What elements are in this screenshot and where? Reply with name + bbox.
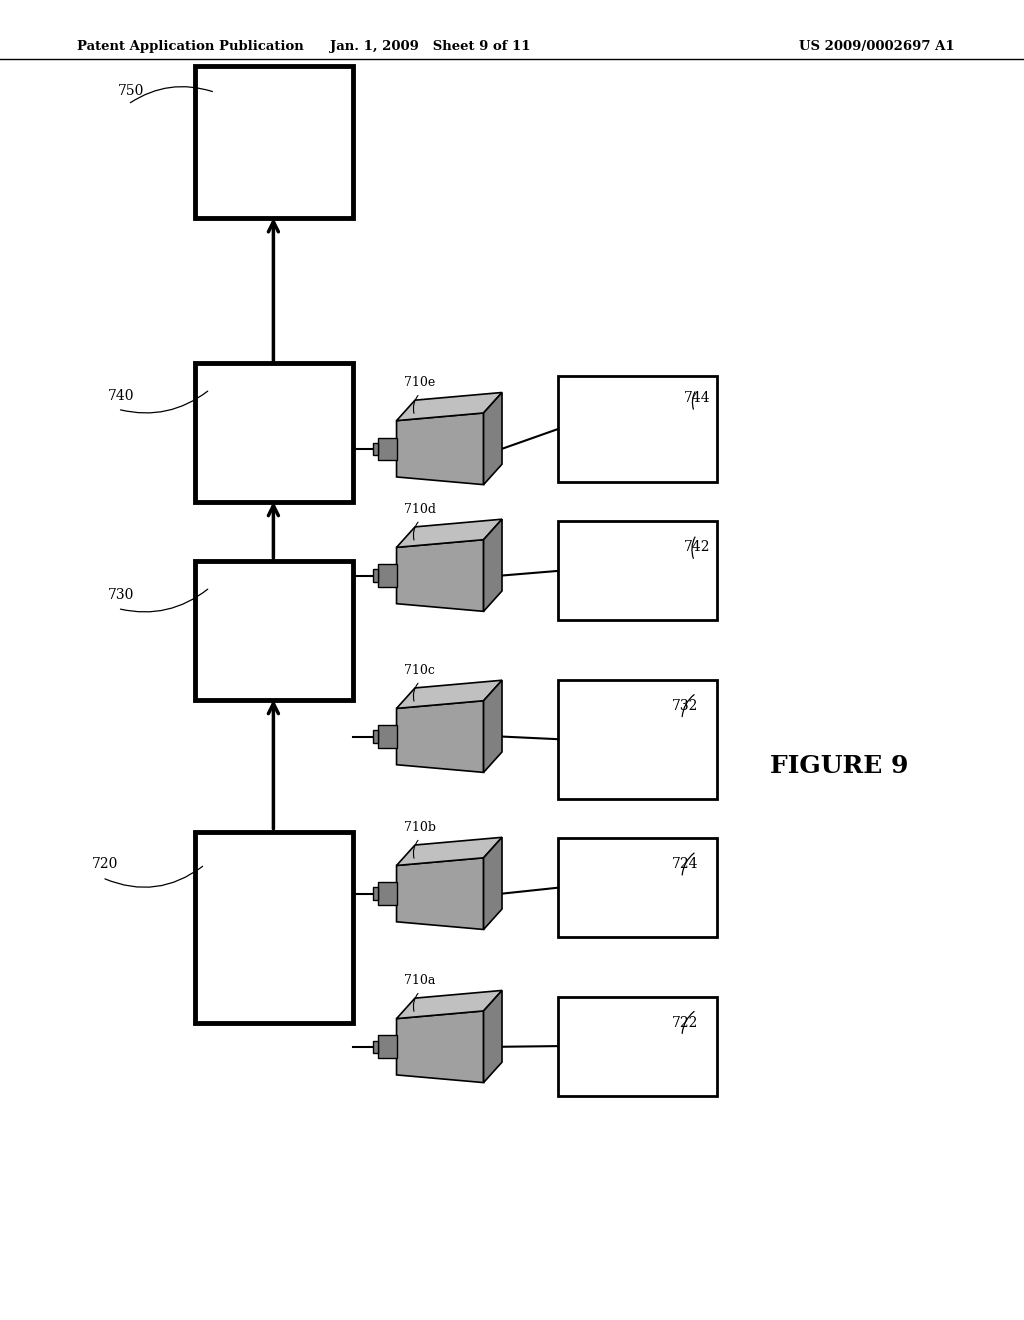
Bar: [195, 832, 353, 1023]
Text: 722: 722: [672, 1015, 698, 1030]
Text: 740: 740: [108, 388, 134, 403]
Text: US 2009/0002697 A1: US 2009/0002697 A1: [799, 40, 954, 53]
Text: 724: 724: [672, 857, 698, 871]
Text: 732: 732: [672, 698, 698, 713]
Text: 710c: 710c: [404, 664, 435, 677]
Text: 744: 744: [684, 391, 711, 405]
Text: FIGURE 9: FIGURE 9: [770, 754, 909, 777]
Bar: [558, 521, 717, 620]
Polygon shape: [396, 837, 502, 866]
Bar: [378, 882, 396, 906]
Text: 720: 720: [92, 857, 119, 871]
Polygon shape: [396, 413, 483, 484]
Text: 710b: 710b: [404, 821, 436, 834]
Bar: [195, 66, 353, 218]
Polygon shape: [483, 990, 502, 1082]
Text: Jan. 1, 2009   Sheet 9 of 11: Jan. 1, 2009 Sheet 9 of 11: [330, 40, 530, 53]
Bar: [195, 363, 353, 502]
Polygon shape: [396, 540, 483, 611]
Bar: [373, 730, 378, 743]
Text: 710e: 710e: [404, 376, 436, 389]
Bar: [378, 1035, 396, 1059]
Text: 750: 750: [118, 83, 144, 98]
Text: Patent Application Publication: Patent Application Publication: [77, 40, 303, 53]
Polygon shape: [396, 1011, 483, 1082]
Polygon shape: [483, 392, 502, 484]
Polygon shape: [396, 701, 483, 772]
Bar: [378, 725, 396, 748]
Polygon shape: [396, 680, 502, 709]
Bar: [378, 564, 396, 587]
Bar: [558, 838, 717, 937]
Text: 710a: 710a: [404, 974, 436, 987]
Bar: [373, 442, 378, 455]
Text: 730: 730: [108, 587, 134, 602]
Polygon shape: [396, 858, 483, 929]
Polygon shape: [396, 990, 502, 1019]
Polygon shape: [396, 519, 502, 548]
Bar: [558, 680, 717, 799]
Polygon shape: [483, 680, 502, 772]
Bar: [558, 376, 717, 482]
Bar: [373, 1040, 378, 1053]
Bar: [378, 437, 396, 461]
Text: 742: 742: [684, 540, 711, 554]
Polygon shape: [483, 519, 502, 611]
Text: 710d: 710d: [404, 503, 436, 516]
Bar: [373, 887, 378, 900]
Bar: [558, 997, 717, 1096]
Polygon shape: [483, 837, 502, 929]
Polygon shape: [396, 392, 502, 421]
Bar: [373, 569, 378, 582]
Bar: [195, 561, 353, 700]
